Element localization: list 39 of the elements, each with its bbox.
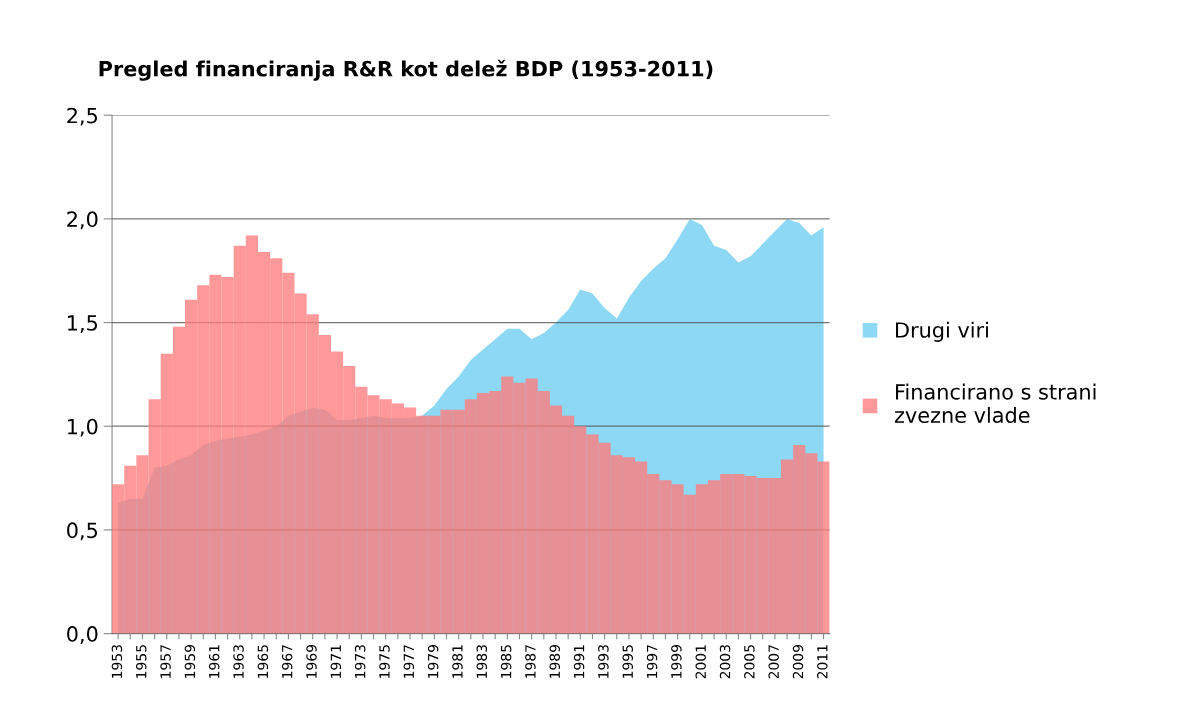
x-tick-label: 2001 [695,645,706,679]
x-tick-label: 2011 [817,645,828,679]
x-tick-label: 2009 [792,644,804,679]
legend-label: Financirano s strani zvezne vlade [894,383,1096,424]
legend-label: Drugi viri [896,321,988,342]
x-tick-label: 1957 [160,645,171,678]
y-tick-label: 0,5 [67,522,98,541]
x-tick-label: 1979 [427,644,439,678]
x-tick-label: 1969 [306,644,317,678]
x-tick-label: 2003 [719,645,731,679]
y-tick-label: 2,5 [67,107,98,126]
x-tick-label: 1973 [354,645,366,678]
x-tick-label: 1995 [622,645,633,678]
x-tick-label: 1955 [135,645,147,678]
x-tick-label: 1989 [549,644,561,678]
x-tick-label: 2007 [768,645,779,679]
x-tick-label: 1993 [598,645,609,678]
x-tick-label: 1991 [573,645,585,678]
x-tick-label: 1967 [281,645,293,678]
y-tick-label: 1,5 [68,315,98,333]
x-tick-label: 1997 [646,645,658,678]
x-tick-label: 1965 [257,645,269,678]
x-tick-label: 1975 [379,645,390,678]
y-tick-label: 2,0 [67,211,98,230]
x-tick-label: 1977 [403,645,415,678]
x-tick-label: 2005 [744,645,755,679]
y-tick-label: 0,0 [67,626,98,644]
x-tick-label: 1981 [452,645,463,678]
x-tick-label: 1961 [208,645,220,678]
x-tick-label: 1999 [671,644,682,678]
x-tick-label: 1987 [525,645,536,678]
y-tick-label: 1,0 [68,418,98,437]
x-tick-label: 1971 [330,645,342,678]
x-tick-label: 1953 [111,645,123,678]
x-tick-label: 1983 [476,645,488,678]
x-tick-label: 1959 [184,644,196,678]
chart-title: Pregled financiranja R&R kot delež BDP (1953-2011) [99,59,713,81]
x-tick-label: 1963 [233,645,244,678]
x-tick-label: 1985 [500,645,512,678]
